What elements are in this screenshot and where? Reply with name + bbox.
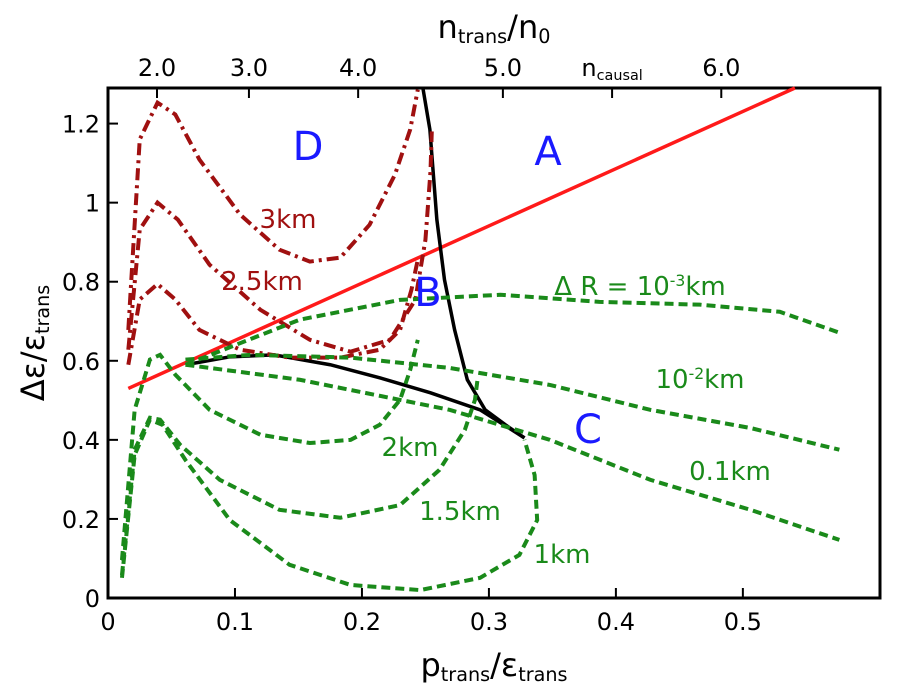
annotation: 0.1km	[689, 457, 771, 487]
y-tick-label: 0.4	[62, 427, 100, 455]
y-tick-label: 0.2	[62, 506, 100, 534]
x-tick-label: 0.1	[216, 608, 254, 636]
data-line	[185, 352, 840, 452]
label-part: /ε	[490, 646, 518, 684]
label-part: 3km	[260, 205, 317, 235]
x2-axis-label: ntrans/n0	[438, 8, 551, 48]
annotation: 2.5km	[221, 267, 303, 297]
y-tick-label: 1.2	[62, 111, 100, 139]
label-part: trans	[31, 285, 54, 334]
label-part: /n	[507, 8, 538, 46]
annotation: 3km	[260, 205, 317, 235]
label-part: 1.5km	[419, 497, 501, 527]
y-tick-label: 0.6	[62, 348, 100, 376]
data-line	[421, 87, 526, 440]
label-part: A	[534, 129, 562, 175]
annotation: 1.5km	[419, 497, 501, 527]
annotation: 1km	[534, 540, 591, 570]
label-part: D	[293, 124, 324, 170]
x-tick-label: 0.4	[597, 608, 635, 636]
y-tick-label: 0	[85, 585, 100, 613]
x2-tick-label: ncausal	[581, 54, 642, 84]
label-part: p	[420, 646, 440, 684]
label-part: 2.5km	[221, 267, 303, 297]
annotation: 10-2km	[655, 365, 744, 395]
label-part: 1km	[534, 540, 591, 570]
y-tick-label: 0.8	[62, 269, 100, 297]
y-axis-label: Δε/εtrans	[14, 285, 54, 402]
plot-frame	[106, 86, 882, 600]
label-part: km	[685, 272, 725, 302]
y-tick-label: 1	[85, 190, 100, 218]
label-part: trans	[518, 663, 567, 684]
label-part: 0	[538, 25, 550, 48]
x2-tick-label: 3.0	[230, 54, 268, 82]
label-part: 2km	[382, 433, 439, 463]
data-line	[119, 417, 540, 593]
data-line	[126, 259, 420, 366]
annotation: D	[293, 124, 324, 170]
x2-tick-label: 6.0	[702, 54, 740, 82]
x2-tick-label: 4.0	[339, 54, 377, 82]
label-part: -2	[689, 365, 705, 383]
annotation: C	[574, 407, 602, 453]
label-part: km	[704, 365, 744, 395]
label-part: -3	[670, 272, 686, 290]
annotation: Δ R = 10-3km	[554, 272, 725, 302]
label-part: 0.1km	[689, 457, 771, 487]
data-line	[127, 86, 796, 391]
data-line	[184, 292, 841, 367]
label-part: n	[581, 54, 596, 82]
label-part: causal	[597, 68, 643, 84]
x-tick-label: 0.3	[470, 608, 508, 636]
label-part: trans	[441, 663, 490, 684]
x-tick-label: 0.5	[724, 608, 762, 636]
label-part: trans	[458, 25, 507, 48]
label-part: n	[438, 8, 458, 46]
x-axis-label: ptrans/εtrans	[420, 646, 567, 684]
annotation: A	[534, 129, 562, 175]
x2-tick-label: 5.0	[484, 54, 522, 82]
label-part: Δε/ε	[14, 334, 52, 401]
label-part: B	[414, 270, 441, 316]
annotation: 2km	[382, 433, 439, 463]
label-part: 10	[655, 365, 688, 395]
data-line	[126, 89, 420, 331]
x-tick-label: 0.2	[343, 608, 381, 636]
data-line	[185, 353, 526, 440]
label-part: Δ R = 10	[554, 272, 670, 302]
data-line	[185, 362, 841, 542]
data-line	[119, 339, 420, 561]
annotation: B	[414, 270, 441, 316]
data-line	[119, 379, 480, 576]
x2-tick-label: 2.0	[138, 54, 176, 82]
label-part: C	[574, 407, 602, 453]
x-tick-label: 0	[100, 608, 115, 636]
data-line	[126, 131, 434, 354]
